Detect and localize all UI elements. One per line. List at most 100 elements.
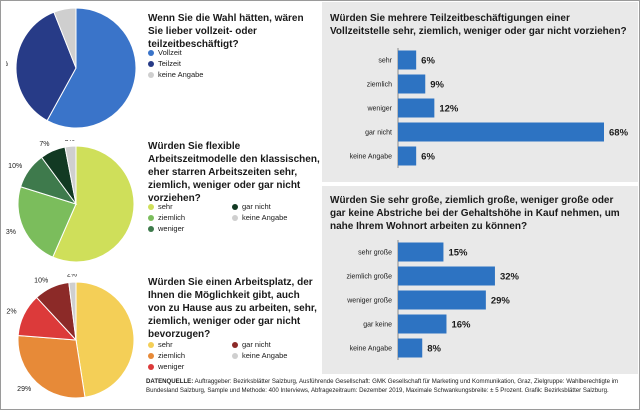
- legend-swatch-weniger: [148, 363, 154, 370]
- pie-value-label-teilzeit: 36%: [6, 61, 8, 68]
- bar-category-label-keine-angabe: keine Angabe: [350, 154, 393, 161]
- bar-value-label-gar-keine: 16%: [451, 320, 471, 331]
- bar-value-label-sehr: 6%: [421, 56, 435, 67]
- legend-label-keine-angabe: keine Angabe: [158, 70, 204, 79]
- source-label: DATENQUELLE:: [146, 378, 194, 385]
- pie-chart-fulltime-parttime: 58%36%6%: [6, 4, 137, 129]
- bar-value-label-keine-angabe: 8%: [427, 344, 441, 355]
- legend-item-ziemlich: ziemlich: [148, 351, 185, 360]
- legend-item-vollzeit: Vollzeit: [148, 48, 182, 57]
- legend-swatch-weniger: [148, 225, 154, 232]
- bar-chart-salary-cuts: sehr große 15% ziemlich große 32% weniger gr…: [346, 240, 520, 360]
- legend-swatch-teilzeit: [148, 60, 154, 67]
- pie-value-label-gar-nicht: 10%: [34, 278, 48, 285]
- legend-item-gar-nicht: gar nicht: [232, 340, 271, 349]
- bar-panel-2: Würden Sie sehr große, ziemlich große, w…: [322, 186, 638, 374]
- pie-title-2: Würden Sie flexible Arbeitszeitmodelle d…: [148, 141, 320, 204]
- pie-value-label-keine-angabe: 2%: [67, 274, 77, 279]
- bar-value-label-gar-nicht: 68%: [609, 128, 629, 139]
- bar-ziemlich-große: [398, 266, 495, 286]
- legend-swatch-keine-angabe: [232, 352, 238, 359]
- pie-panel-3: 48%29%12%10%2% Würden Sie einen Arbeitsp…: [2, 272, 318, 399]
- pie-chart-flexible-hours: 56%23%10%7%3%: [6, 140, 135, 263]
- legend-label-ziemlich: ziemlich: [158, 351, 186, 360]
- pie-value-label-ziemlich: 29%: [17, 386, 31, 393]
- bar-category-label-weniger: weniger: [366, 106, 392, 113]
- bar-category-label-gar-keine: gar keine: [363, 322, 392, 329]
- legend-label-gar-nicht: gar nicht: [242, 340, 271, 349]
- legend-item-sehr: sehr: [148, 202, 173, 211]
- legend-label-weniger: weniger: [158, 362, 185, 371]
- pie-value-label-keine-angabe: 3%: [65, 140, 75, 143]
- bar-gar-keine: [398, 314, 447, 334]
- bar-value-label-keine-angabe: 6%: [421, 152, 435, 163]
- bar-title-1: Würden Sie mehrere Teilzeitbeschäftigung…: [330, 13, 627, 37]
- legend-swatch-sehr: [148, 341, 154, 348]
- legend-item-sehr: sehr: [148, 340, 173, 349]
- bar-category-label-gar-nicht: gar nicht: [365, 130, 392, 137]
- pie-value-label-keine-angabe: 6%: [58, 4, 68, 6]
- legend-item-teilzeit: Teilzeit: [148, 59, 181, 68]
- pie-slice-ziemlich: [17, 334, 86, 399]
- pie-value-label-ziemlich: 23%: [6, 229, 16, 236]
- legend-swatch-ziemlich: [148, 214, 154, 221]
- bar-keine-angabe: [398, 146, 417, 166]
- pie-value-label-weniger: 12%: [6, 309, 17, 316]
- pie-slice-teilzeit: [15, 11, 77, 122]
- pie-slice-vollzeit: [46, 7, 137, 129]
- bar-category-label-ziemlich: ziemlich: [367, 82, 392, 89]
- legend-item-ziemlich: ziemlich: [148, 213, 185, 222]
- legend-label-keine-angabe: keine Angabe: [242, 213, 288, 222]
- bar-value-label-weniger-große: 29%: [491, 296, 511, 307]
- pie-value-label-weniger: 10%: [8, 163, 22, 170]
- legend-swatch-keine-angabe: [148, 71, 154, 78]
- pie-title-3: Würden Sie einen Arbeitsplatz, der Ihnen…: [148, 277, 317, 340]
- bar-value-label-sehr-große: 15%: [448, 248, 468, 259]
- source-note: DATENQUELLE: Auftraggeber: Bezirksblätte…: [146, 378, 636, 395]
- bar-title-2: Würden Sie sehr große, ziemlich große, w…: [330, 195, 620, 232]
- bar-weniger-große: [398, 290, 486, 310]
- pie-slice-ziemlich: [17, 186, 77, 258]
- legend-item-keine-angabe: keine Angabe: [232, 213, 287, 222]
- pie-slice-sehr: [75, 281, 135, 398]
- bar-category-label-weniger-große: weniger große: [346, 298, 392, 305]
- legend-swatch-gar-nicht: [232, 341, 238, 348]
- bar-ziemlich: [398, 74, 426, 94]
- legend-label-teilzeit: Teilzeit: [158, 59, 181, 68]
- bar-gar-nicht: [398, 122, 604, 142]
- bar-category-label-sehr-große: sehr große: [358, 250, 392, 257]
- legend-item-weniger: weniger: [148, 224, 184, 233]
- pie-slice-keine-angabe: [64, 145, 77, 205]
- bar-category-label-keine-angabe: keine Angabe: [350, 346, 393, 353]
- legend-label-keine-angabe: keine Angabe: [242, 351, 288, 360]
- bar-sehr: [398, 50, 417, 70]
- bar-category-label-ziemlich-große: ziemlich große: [346, 274, 392, 281]
- pie-value-label-gar-nicht: 7%: [39, 141, 49, 148]
- pie-panel-2: 56%23%10%7%3% Würden Sie flexible Arbeit…: [2, 138, 320, 268]
- bar-weniger: [398, 98, 435, 118]
- legend-label-vollzeit: Vollzeit: [158, 48, 182, 57]
- bar-keine-angabe: [398, 338, 423, 358]
- bar-panel-1: Würden Sie mehrere Teilzeitbeschäftigung…: [322, 2, 638, 182]
- bar-chart-multiple-parttime: sehr 6% ziemlich 9% weniger 12% gar nicht 68% ke…: [350, 48, 629, 168]
- legend-item-keine-angabe: keine Angabe: [232, 351, 287, 360]
- legend-label-ziemlich: ziemlich: [158, 213, 186, 222]
- legend-swatch-vollzeit: [148, 49, 154, 56]
- legend-swatch-keine-angabe: [232, 214, 238, 221]
- bar-value-label-weniger: 12%: [439, 104, 459, 115]
- bar-value-label-ziemlich-große: 32%: [500, 272, 520, 283]
- legend-label-weniger: weniger: [158, 224, 185, 233]
- bar-sehr-große: [398, 242, 444, 262]
- legend-item-keine-angabe: keine Angabe: [148, 70, 203, 79]
- legend-swatch-gar-nicht: [232, 203, 238, 210]
- legend-label-gar-nicht: gar nicht: [242, 202, 271, 211]
- pie-panel-1: 58%36%6% Wenn Sie die Wahl hätten, wären…: [2, 2, 318, 134]
- pie-title-1: Wenn Sie die Wahl hätten, wären Sie lieb…: [148, 13, 304, 50]
- legend-swatch-ziemlich: [148, 352, 154, 359]
- legend-label-sehr: sehr: [158, 340, 173, 349]
- legend-item-gar-nicht: gar nicht: [232, 202, 271, 211]
- legend-swatch-sehr: [148, 203, 154, 210]
- pie-slice-sehr: [52, 145, 135, 263]
- legend-item-weniger: weniger: [148, 362, 184, 371]
- pie-slice-keine-angabe: [53, 7, 77, 69]
